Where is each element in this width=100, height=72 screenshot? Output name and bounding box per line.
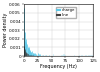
line [24,56,25,57]
X-axis label: Frequency (Hz): Frequency (Hz) [40,64,77,69]
Legend: charge, line: charge, line [56,7,76,18]
line [24,45,25,46]
Y-axis label: Power density: Power density [3,13,8,47]
